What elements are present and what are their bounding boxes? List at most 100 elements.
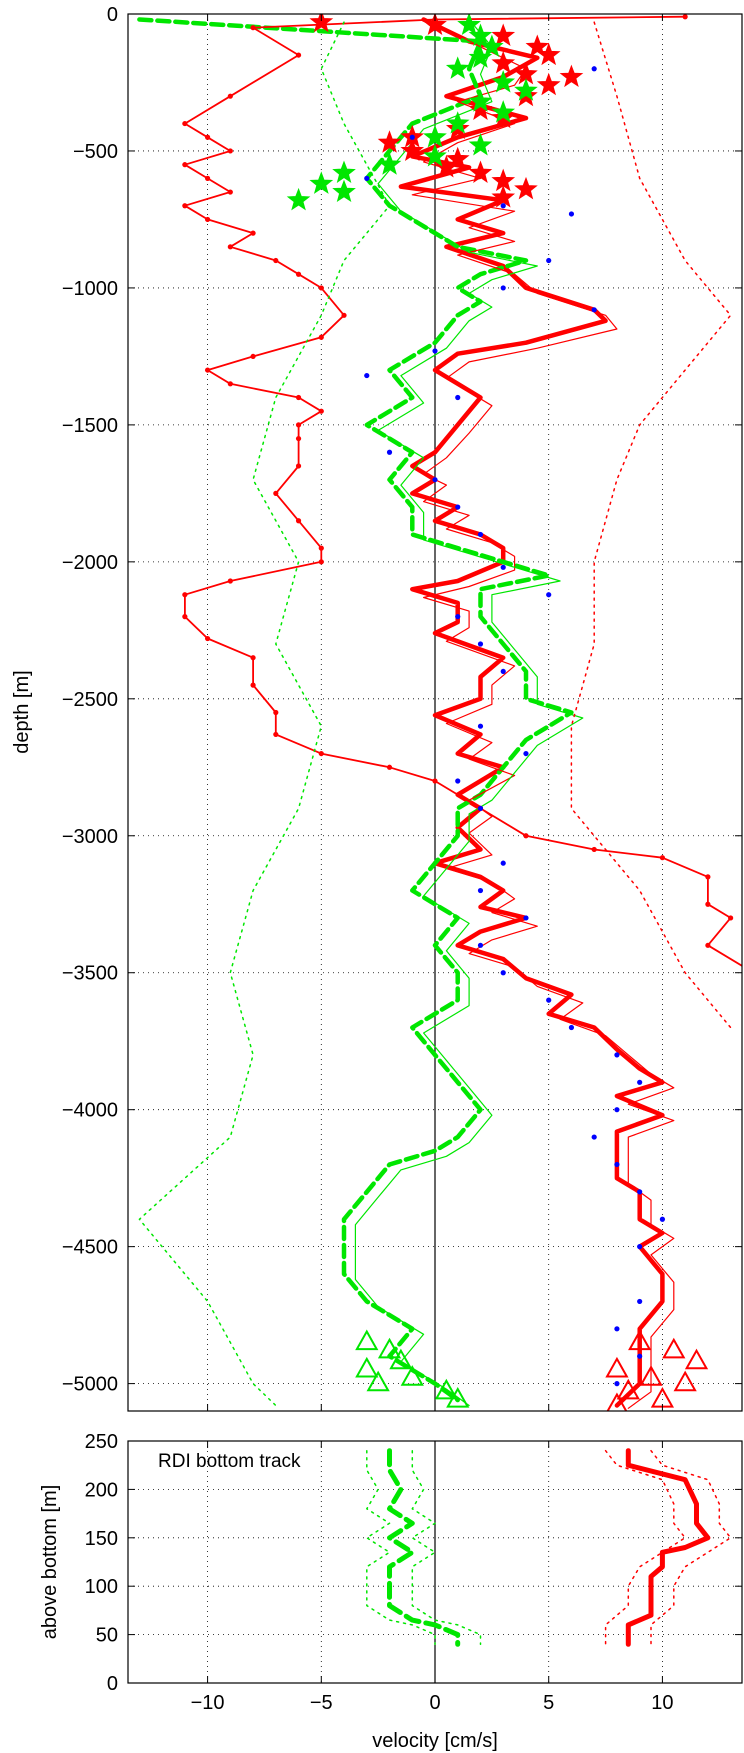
main-marker-star: [445, 111, 470, 134]
main-marker-triangle: [639, 1365, 663, 1386]
main-ytick-label: −2000: [62, 552, 118, 574]
main-marker-dot: [227, 578, 233, 584]
main-marker-dot: [477, 723, 484, 729]
main-marker-dot: [705, 942, 711, 948]
main-marker-dot: [500, 564, 506, 570]
main-marker-dot: [500, 285, 506, 291]
main-marker-star: [491, 50, 516, 74]
main-marker-dot: [182, 162, 188, 168]
main-marker-star: [491, 100, 516, 123]
main-marker-star: [468, 97, 493, 120]
main-marker-triangle: [446, 1387, 470, 1408]
main-marker-star: [468, 133, 493, 156]
main-series-u-thin: [411, 18, 675, 1409]
main-marker-star: [377, 152, 402, 175]
main-marker-dot: [318, 750, 324, 757]
main-marker-dot: [250, 230, 256, 236]
main-marker-dot: [591, 66, 597, 72]
main-marker-dot: [477, 805, 484, 811]
main-marker-dot: [432, 477, 438, 483]
main-marker-star: [468, 89, 493, 112]
main-marker-dot: [386, 449, 393, 455]
main-marker-dot: [341, 312, 347, 318]
main-marker-dot: [204, 134, 211, 140]
main-marker-dot: [318, 408, 324, 414]
main-marker-dot: [227, 381, 233, 387]
main-marker-dot: [614, 1381, 620, 1387]
main-marker-dot: [273, 731, 279, 738]
main-marker-dot: [204, 635, 211, 642]
main-marker-star: [457, 14, 481, 36]
main-marker-dot: [637, 1079, 643, 1085]
main-marker-dot: [250, 682, 256, 688]
main-marker-dot: [455, 394, 461, 401]
main-marker-dot: [477, 942, 484, 948]
main-marker-triangle: [355, 1329, 379, 1351]
main-ticks: 0 −500 −1000 −1500 −2000 −2500 −3000 −3500 −4000…: [62, 4, 742, 1411]
main-marker-star: [309, 171, 334, 194]
main-marker-star: [468, 45, 493, 68]
main-marker-dot: [477, 531, 484, 538]
main-marker-dot: [500, 860, 506, 866]
bt-annotation: RDI bottom track: [158, 1451, 301, 1472]
main-marker-star: [377, 130, 402, 153]
main-marker-dot: [250, 25, 256, 31]
main-marker-dot: [591, 307, 597, 313]
main-marker-star: [332, 160, 356, 183]
bt-series-v-bt: [387, 1448, 461, 1647]
main-marker-dot: [250, 353, 256, 360]
main-marker-star: [445, 56, 470, 79]
main-marker-dot: [295, 435, 302, 442]
main-marker-triangle: [684, 1348, 709, 1370]
main-marker-dot: [409, 134, 415, 140]
main-ytick-label: −1500: [62, 415, 118, 437]
main-marker-dot: [614, 1326, 620, 1332]
main-ylabel: depth [m]: [11, 670, 33, 753]
main-marker-dot: [273, 257, 279, 264]
main-marker-dot: [637, 1298, 643, 1305]
main-marker-dot: [227, 244, 233, 250]
bt-ytick-label: 250: [85, 1431, 118, 1453]
main-marker-dot: [546, 257, 552, 264]
main-marker-dot: [295, 518, 302, 524]
main-marker-star: [332, 179, 356, 203]
main-marker-star: [559, 64, 584, 88]
main-ytick-label: −500: [73, 141, 118, 163]
main-marker-star: [309, 14, 334, 33]
main-marker-dot: [477, 887, 484, 894]
main-marker-dot: [568, 1024, 575, 1031]
bt-xtick-label: −10: [191, 1692, 225, 1714]
main-marker-star: [423, 14, 447, 36]
main-marker-dot: [182, 592, 188, 598]
main-marker-dot: [250, 655, 256, 661]
main-marker-dot: [295, 422, 302, 428]
bt-xtick-label: 0: [429, 1692, 440, 1714]
main-marker-dot: [705, 874, 711, 880]
main-marker-dot: [705, 901, 711, 907]
main-marker-triangle: [605, 1356, 629, 1378]
main-marker-star: [468, 23, 493, 46]
main-marker-dot: [295, 463, 302, 469]
bt-ytick-label: 50: [96, 1625, 118, 1647]
main-marker-dot: [227, 93, 233, 99]
main-marker-triangle: [389, 1348, 413, 1370]
main-marker-dot: [637, 1353, 643, 1359]
bt-ytick-label: 200: [85, 1479, 118, 1501]
main-marker-triangle: [616, 1378, 640, 1400]
main-marker-star: [423, 143, 447, 167]
main-ytick-label: −3000: [62, 826, 118, 848]
main-marker-dot: [273, 490, 279, 496]
main-marker-dot: [182, 203, 188, 209]
main-marker-dot: [523, 750, 529, 757]
main-series-v-inverse: [137, 17, 574, 1403]
bt-series-u-bt: [625, 1448, 711, 1647]
main-ytick-label: −4000: [62, 1100, 118, 1122]
main-marker-star: [491, 185, 516, 208]
main-marker-dot: [455, 504, 461, 510]
main-marker-star: [468, 160, 493, 183]
main-marker-dot: [546, 997, 552, 1003]
main-marker-dot: [295, 52, 302, 58]
main-marker-dot: [295, 394, 302, 401]
main-marker-dot: [591, 846, 597, 853]
